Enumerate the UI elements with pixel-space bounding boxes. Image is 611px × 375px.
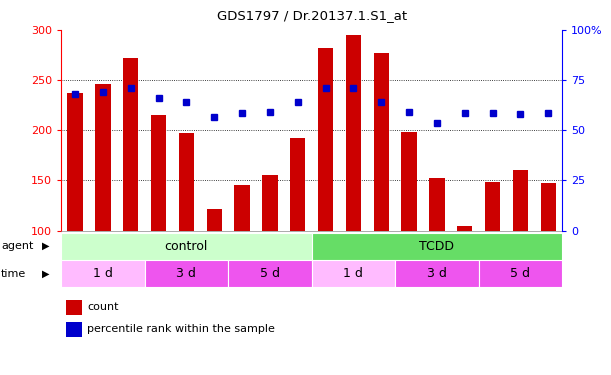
Bar — [290, 138, 306, 231]
Bar — [61, 260, 145, 287]
Bar — [401, 132, 417, 231]
Text: 3 d: 3 d — [427, 267, 447, 280]
Text: time: time — [1, 269, 26, 279]
Text: 5 d: 5 d — [510, 267, 530, 280]
Bar — [346, 35, 361, 231]
Bar — [485, 183, 500, 231]
Text: agent: agent — [1, 241, 34, 251]
Text: percentile rank within the sample: percentile rank within the sample — [87, 324, 275, 334]
Bar — [429, 178, 445, 231]
Text: GDS1797 / Dr.20137.1.S1_at: GDS1797 / Dr.20137.1.S1_at — [216, 9, 407, 22]
Bar — [178, 134, 194, 231]
Bar — [541, 183, 556, 231]
Bar — [66, 300, 82, 315]
Text: control: control — [165, 240, 208, 252]
Bar — [207, 209, 222, 231]
Bar — [312, 232, 562, 260]
Text: 1 d: 1 d — [343, 267, 364, 280]
Bar — [151, 115, 166, 231]
Bar — [318, 48, 333, 231]
Text: 3 d: 3 d — [177, 267, 196, 280]
Bar — [373, 53, 389, 231]
Bar — [235, 186, 250, 231]
Bar — [145, 260, 228, 287]
Text: ▶: ▶ — [42, 241, 49, 251]
Text: 5 d: 5 d — [260, 267, 280, 280]
Bar — [513, 170, 528, 231]
Text: ▶: ▶ — [42, 269, 49, 279]
Text: count: count — [87, 303, 119, 312]
Bar — [66, 322, 82, 337]
Bar — [312, 260, 395, 287]
Bar — [262, 176, 277, 231]
Bar — [395, 260, 478, 287]
Text: TCDD: TCDD — [419, 240, 455, 252]
Bar — [67, 93, 82, 231]
Bar — [228, 260, 312, 287]
Bar — [123, 58, 138, 231]
Text: 1 d: 1 d — [93, 267, 113, 280]
Bar — [61, 232, 312, 260]
Bar — [457, 226, 472, 231]
Bar — [95, 84, 111, 231]
Bar — [478, 260, 562, 287]
